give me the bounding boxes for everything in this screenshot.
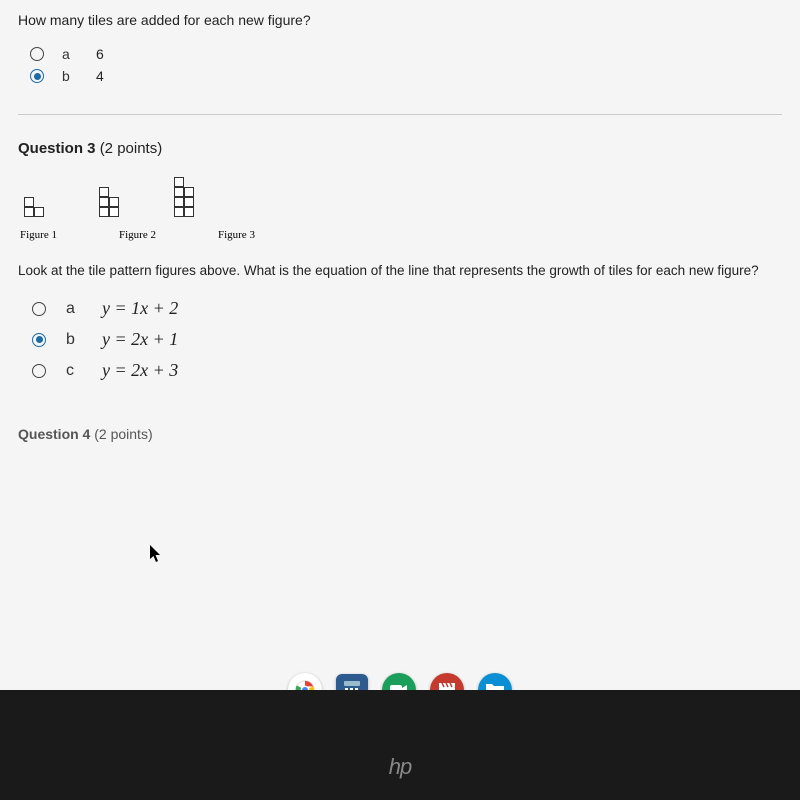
option-letter: a: [66, 300, 82, 318]
q2-option-a[interactable]: a 6: [30, 46, 782, 62]
q3-option-c[interactable]: c y = 2x + 3: [32, 360, 782, 381]
q4-title: Question 4: [18, 426, 90, 442]
equation-text: y = 2x + 3: [102, 360, 178, 381]
radio-icon[interactable]: [32, 333, 46, 347]
q3-option-a[interactable]: a y = 1x + 2: [32, 298, 782, 319]
figure-label: Figure 3: [218, 229, 255, 241]
q2-options: a 6 b 4: [30, 46, 782, 84]
figure-label: Figure 2: [119, 229, 156, 241]
q3-options: a y = 1x + 2 b y = 2x + 1 c y = 2x + 3: [32, 298, 782, 381]
equation-text: y = 1x + 2: [102, 298, 178, 319]
q2-option-b[interactable]: b 4: [30, 68, 782, 84]
radio-icon[interactable]: [32, 302, 46, 316]
equation-text: y = 2x + 1: [102, 329, 178, 350]
option-value: 4: [96, 68, 104, 84]
question-divider: [18, 114, 782, 115]
radio-icon[interactable]: [30, 69, 44, 83]
figures-row: [24, 177, 782, 217]
cursor-icon: [150, 545, 164, 568]
radio-icon[interactable]: [30, 47, 44, 61]
q3-header: Question 3 (2 points): [18, 140, 782, 157]
option-value: 6: [96, 46, 104, 62]
option-letter: a: [62, 46, 78, 62]
option-letter: b: [62, 68, 78, 84]
q3-title: Question 3: [18, 140, 96, 157]
figure-label: Figure 1: [20, 229, 57, 241]
q2-prompt: How many tiles are added for each new fi…: [18, 12, 782, 28]
q3-prompt: Look at the tile pattern figures above. …: [18, 263, 782, 278]
quiz-screen: How many tiles are added for each new fi…: [0, 0, 800, 720]
figure: [99, 187, 119, 217]
option-letter: c: [66, 362, 82, 380]
figure: [174, 177, 194, 217]
option-letter: b: [66, 331, 82, 349]
q4-points: (2 points): [94, 426, 152, 442]
q3-points: (2 points): [100, 140, 163, 157]
figure: [24, 197, 44, 217]
figure-labels: Figure 1 Figure 2 Figure 3: [20, 229, 782, 241]
radio-icon[interactable]: [32, 364, 46, 378]
hp-logo: hp: [389, 754, 411, 780]
q3-option-b[interactable]: b y = 2x + 1: [32, 329, 782, 350]
q4-header: Question 4 (2 points): [18, 426, 782, 442]
laptop-bezel: [0, 690, 800, 800]
